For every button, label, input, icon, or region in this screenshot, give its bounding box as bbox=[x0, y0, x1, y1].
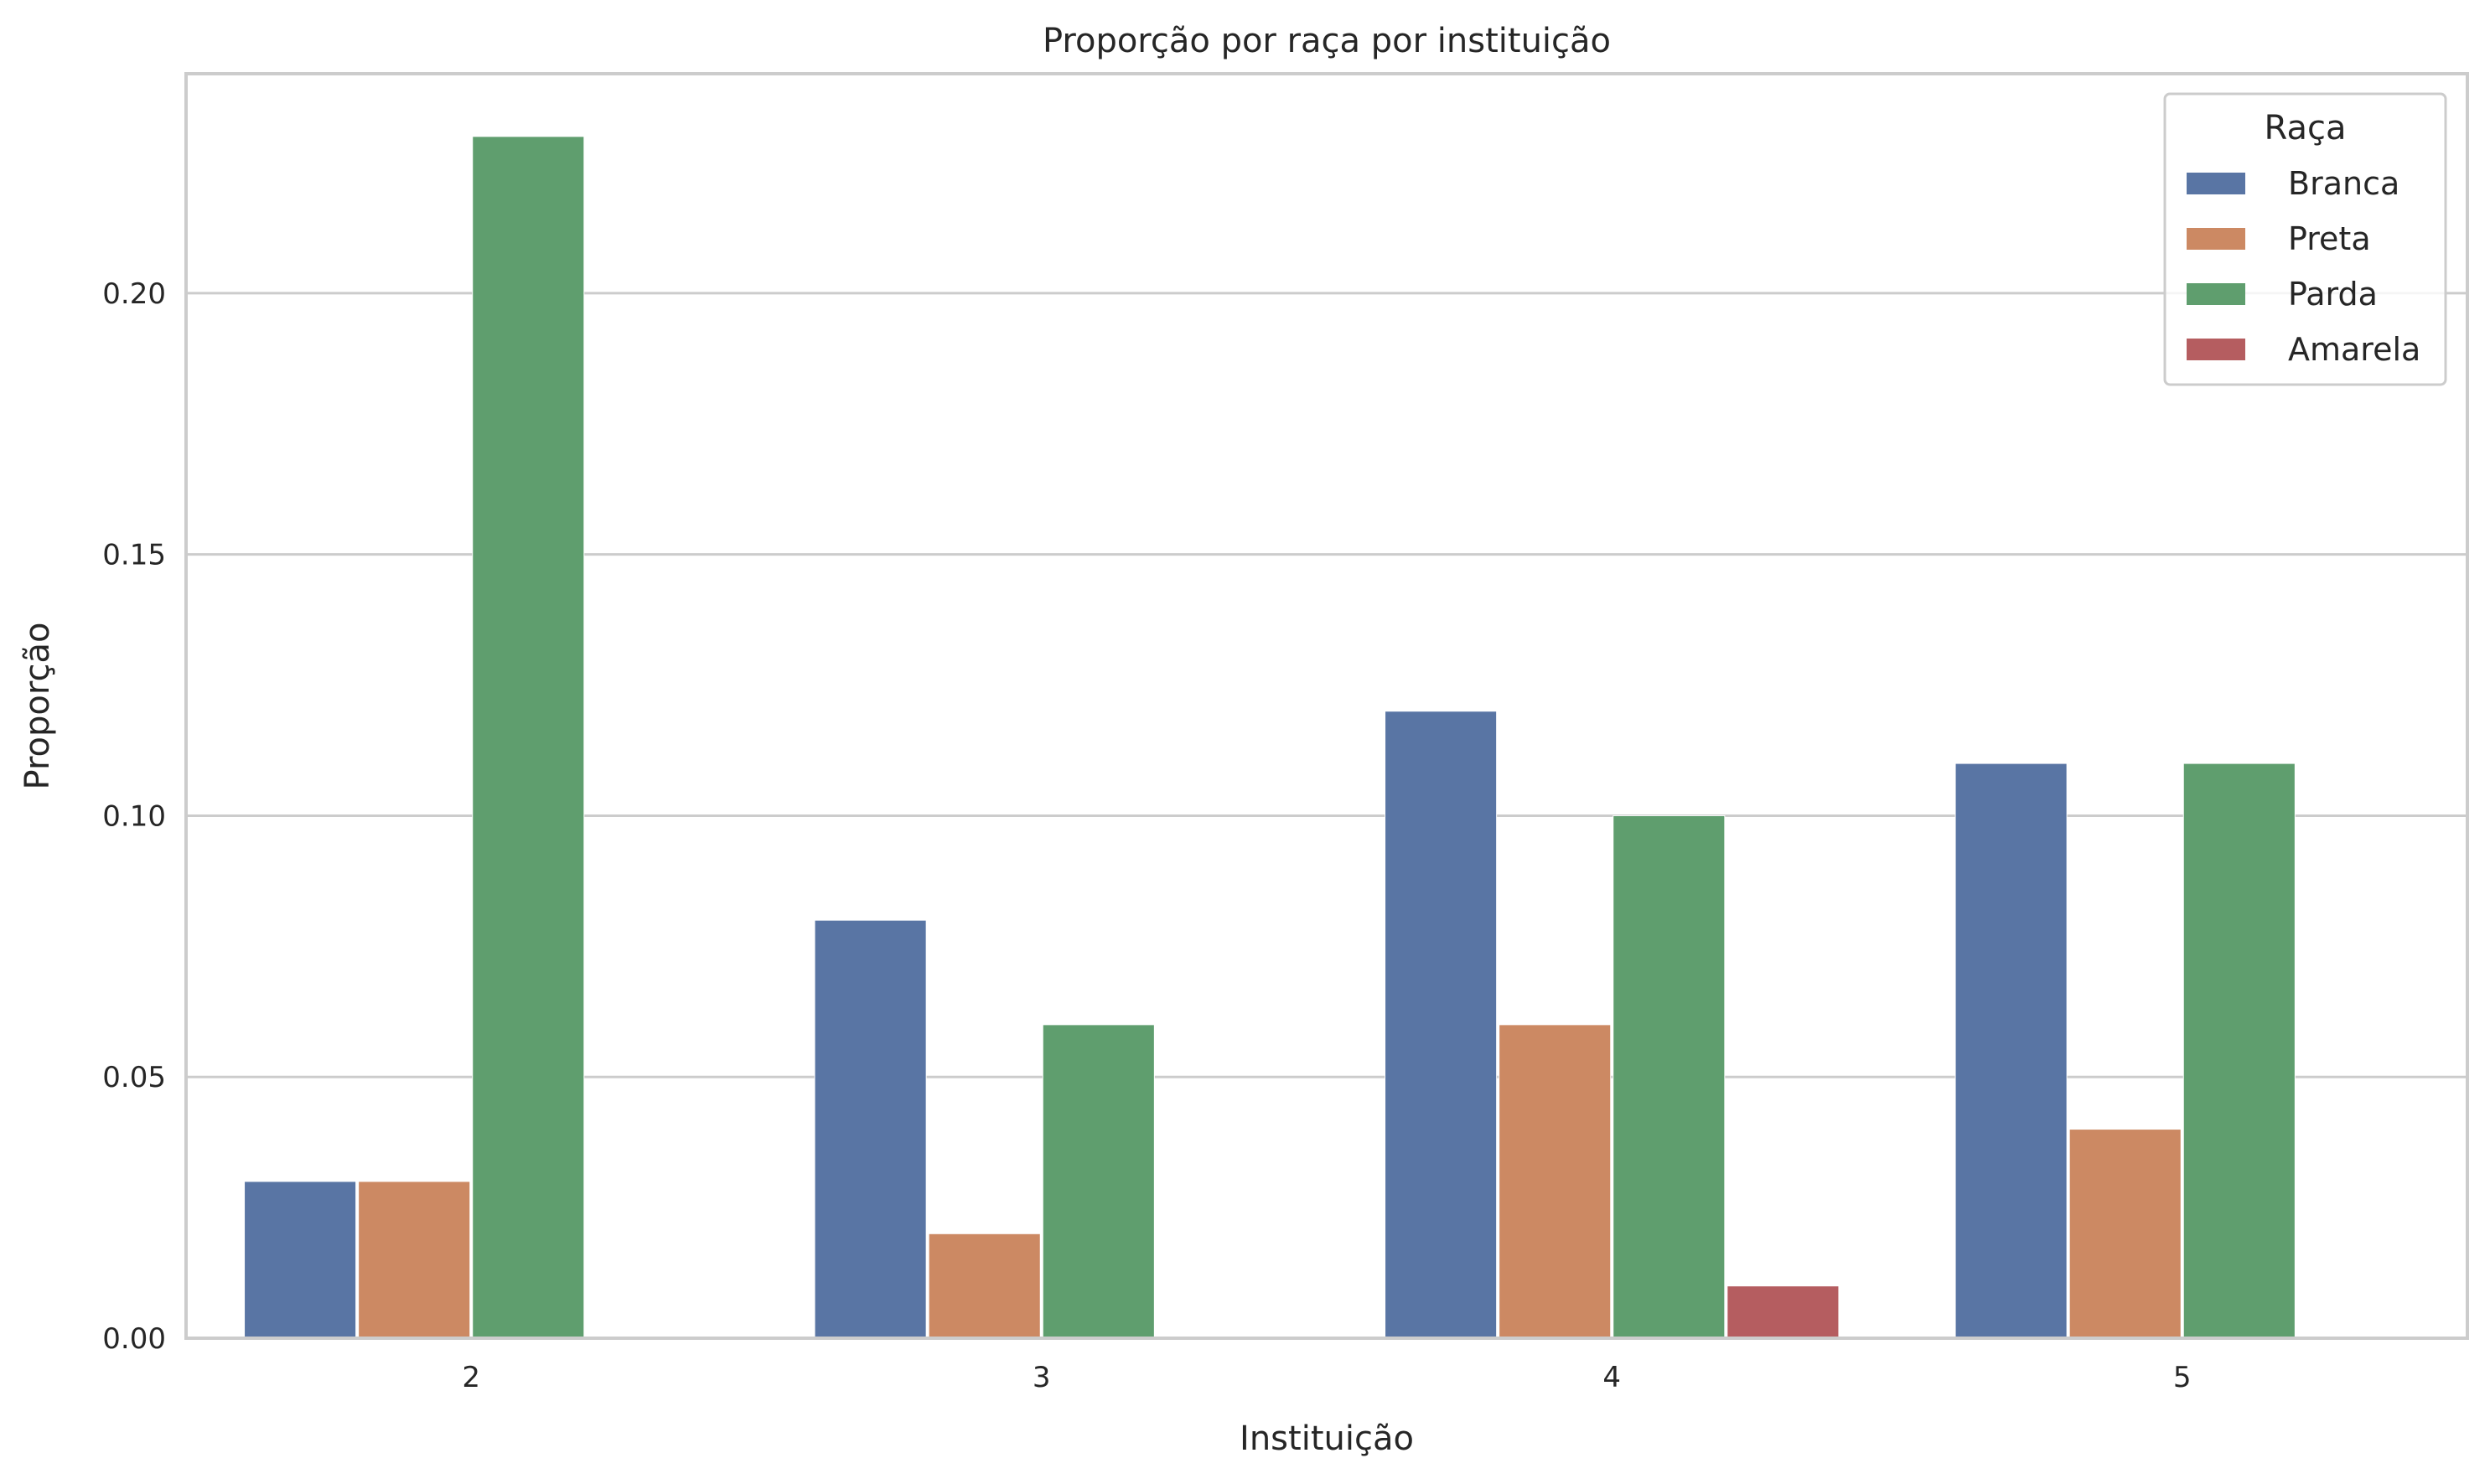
bars bbox=[244, 136, 2296, 1339]
bar-branca-5 bbox=[1954, 763, 2068, 1339]
y-tick-label: 0.00 bbox=[102, 1322, 166, 1356]
y-axis-label: Proporção bbox=[18, 623, 57, 790]
bar-parda-5 bbox=[2182, 763, 2296, 1339]
x-tick-label: 2 bbox=[462, 1361, 480, 1394]
x-tick-label: 4 bbox=[1602, 1361, 1621, 1394]
bar-preta-5 bbox=[2068, 1129, 2182, 1339]
bar-branca-4 bbox=[1385, 711, 1498, 1339]
bar-parda-3 bbox=[1042, 1024, 1155, 1339]
legend-title: Raça bbox=[2265, 109, 2347, 147]
bar-preta-3 bbox=[928, 1233, 1041, 1339]
bar-preta-2 bbox=[358, 1181, 471, 1339]
legend-box bbox=[2163, 92, 2447, 386]
y-tick-label: 0.05 bbox=[102, 1061, 166, 1094]
bar-branca-3 bbox=[814, 919, 927, 1339]
bar-parda-4 bbox=[1613, 814, 1726, 1339]
legend-swatch-preta bbox=[2187, 228, 2245, 250]
x-tick-labels: 2 3 4 5 bbox=[462, 1361, 2191, 1394]
x-axis-label: Instituição bbox=[1240, 1419, 1414, 1458]
legend-swatch-branca bbox=[2187, 173, 2245, 194]
legend-swatch-parda bbox=[2187, 283, 2245, 305]
y-tick-label: 0.20 bbox=[102, 277, 166, 311]
bar-amarela-4 bbox=[1726, 1285, 1840, 1339]
legend-label-amarela: Amarela bbox=[2288, 331, 2420, 368]
y-tick-label: 0.15 bbox=[102, 539, 166, 572]
x-tick-label: 5 bbox=[2173, 1361, 2192, 1394]
bar-parda-2 bbox=[472, 136, 585, 1339]
y-tick-labels: 0.00 0.05 0.10 0.15 0.20 bbox=[102, 277, 166, 1356]
legend-label-parda: Parda bbox=[2288, 276, 2378, 313]
plot-frame bbox=[184, 72, 2469, 1340]
legend-label-preta: Preta bbox=[2288, 220, 2371, 257]
bar-branca-2 bbox=[244, 1181, 357, 1339]
bar-preta-4 bbox=[1499, 1024, 1612, 1339]
y-tick-label: 0.10 bbox=[102, 799, 166, 833]
chart-title: Proporção por raça por instituição bbox=[1043, 22, 1611, 60]
legend: Raça Branca Preta Parda Amarela bbox=[2163, 92, 2447, 386]
legend-label-branca: Branca bbox=[2288, 165, 2399, 202]
legend-swatch-amarela bbox=[2187, 339, 2245, 360]
x-tick-label: 3 bbox=[1033, 1361, 1051, 1394]
